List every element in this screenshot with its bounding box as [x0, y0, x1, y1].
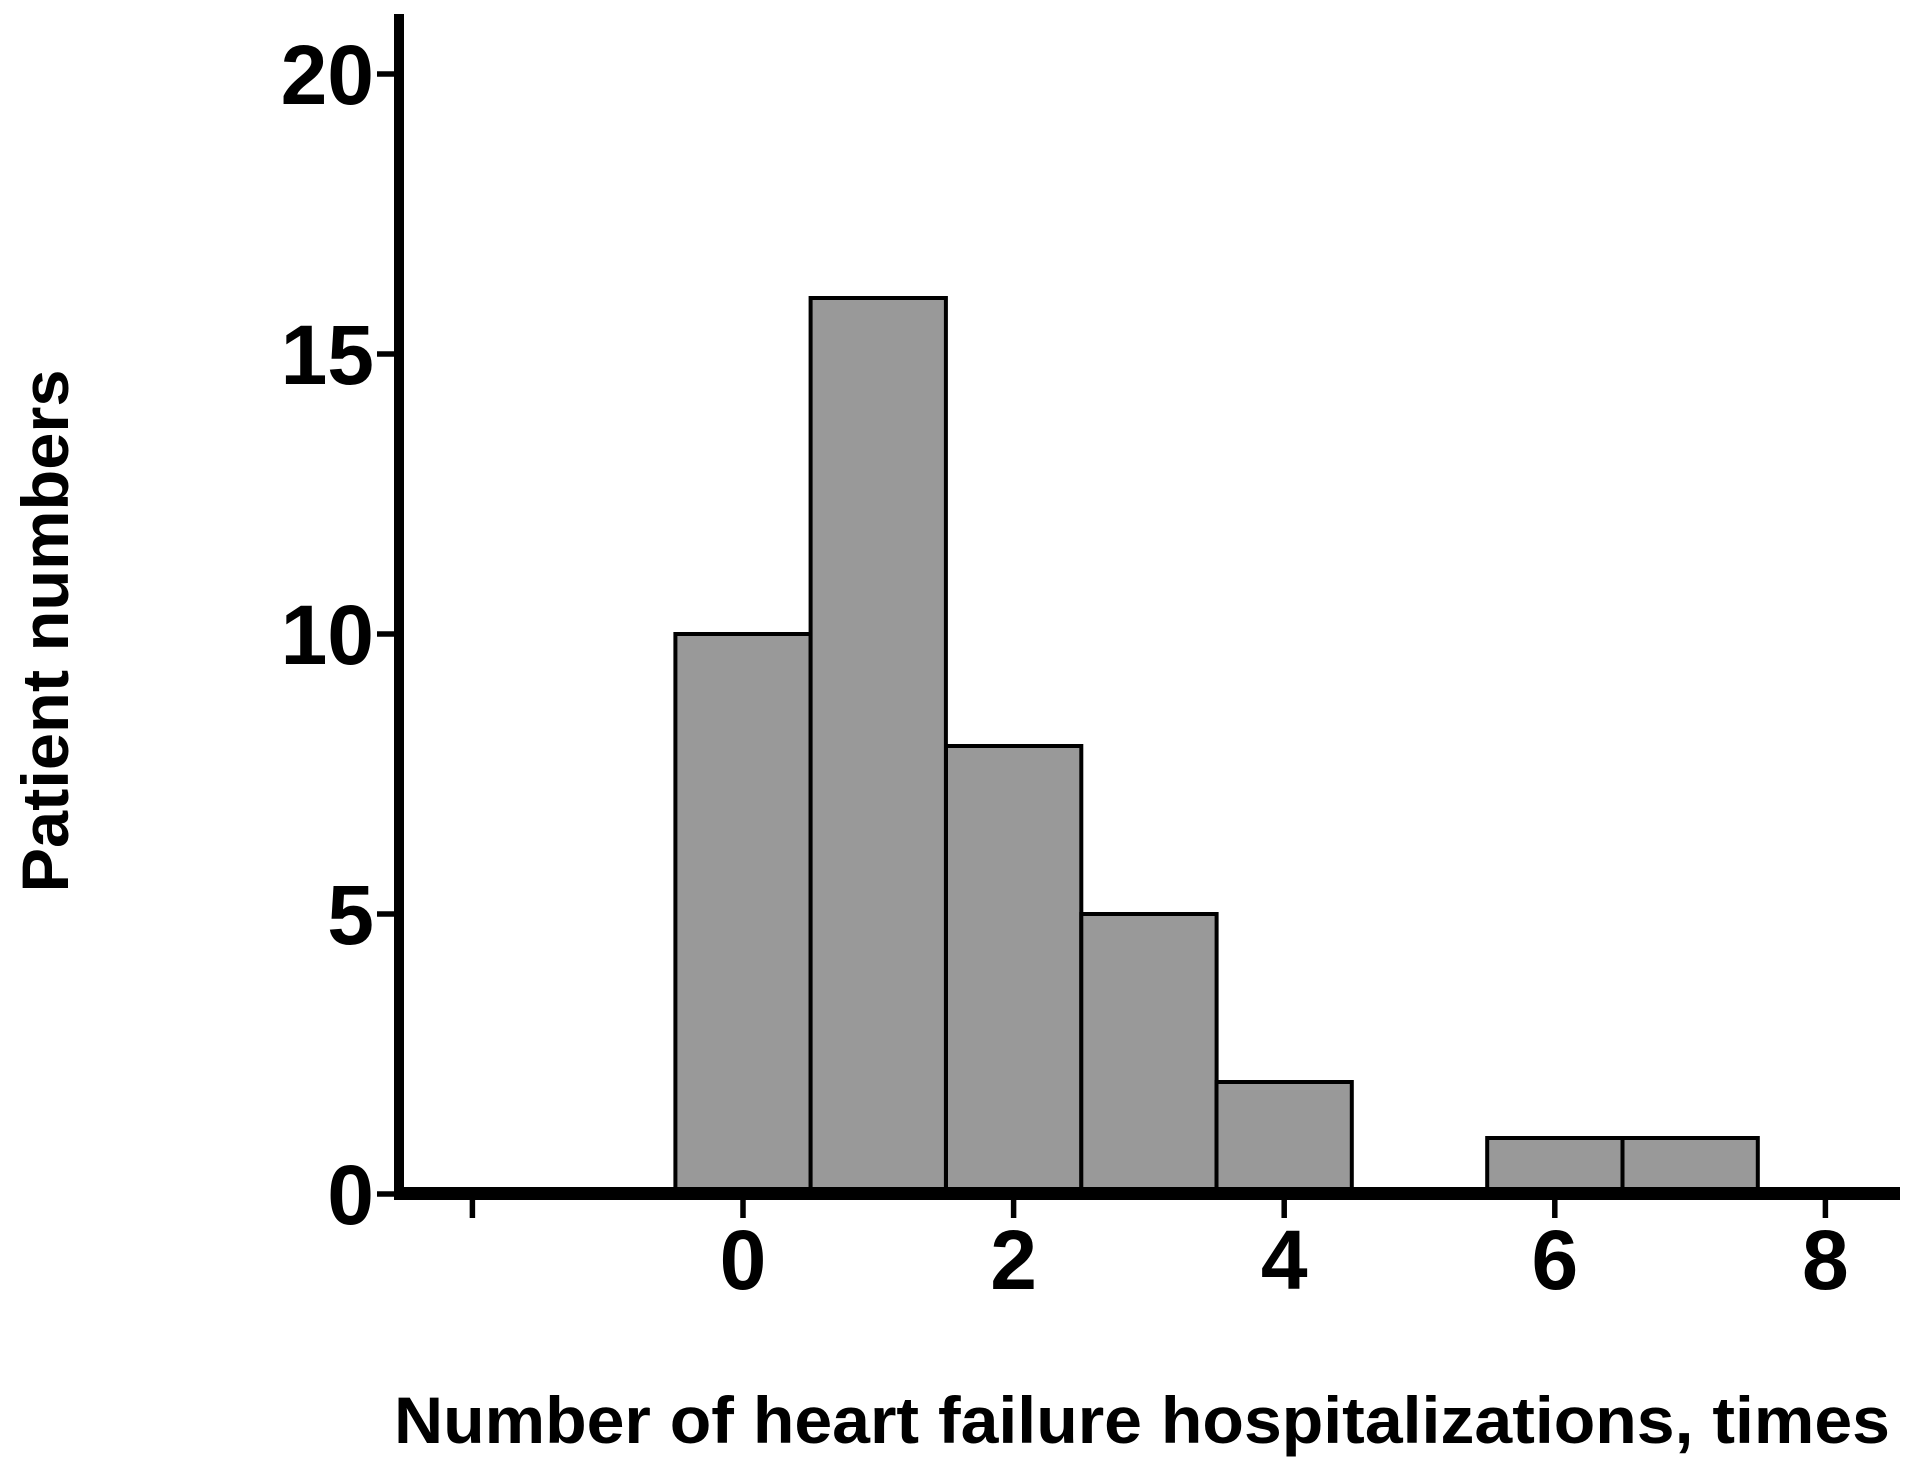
y-tick-label-0: 0 [327, 1148, 374, 1242]
y-tick-label-15: 15 [281, 308, 374, 402]
y-tick-label-5: 5 [327, 868, 374, 962]
x-tick-label-0: 0 [720, 1213, 767, 1307]
histogram-bar-x2 [944, 744, 1084, 1191]
bars-group [673, 296, 1760, 1191]
histogram-bar-x7 [1620, 1136, 1760, 1191]
histogram-bar-x1 [808, 296, 948, 1191]
ticks-group [377, 71, 1829, 1218]
histogram-bar-x4 [1214, 1080, 1354, 1191]
x-tick-label-2: 2 [990, 1213, 1037, 1307]
histogram-bar-x6 [1485, 1136, 1625, 1191]
x-tick-label-6: 6 [1531, 1213, 1578, 1307]
histogram-bar-x3 [1079, 912, 1219, 1191]
axes-group [394, 14, 1900, 1200]
y-axis-title: Patient numbers [8, 370, 82, 893]
x-tick-label-4: 4 [1261, 1213, 1308, 1307]
tick-labels-group: 0 5 10 15 20 0 2 4 6 8 [281, 28, 1849, 1307]
x-axis-title: Number of heart failure hospitalizations… [394, 1383, 1890, 1457]
y-axis-line [394, 14, 404, 1200]
x-tick-label-8: 8 [1802, 1213, 1849, 1307]
histogram-bar-x0 [673, 632, 813, 1191]
x-axis-line [394, 1187, 1900, 1200]
y-tick-label-20: 20 [281, 28, 374, 122]
y-tick-label-10: 10 [281, 588, 374, 682]
